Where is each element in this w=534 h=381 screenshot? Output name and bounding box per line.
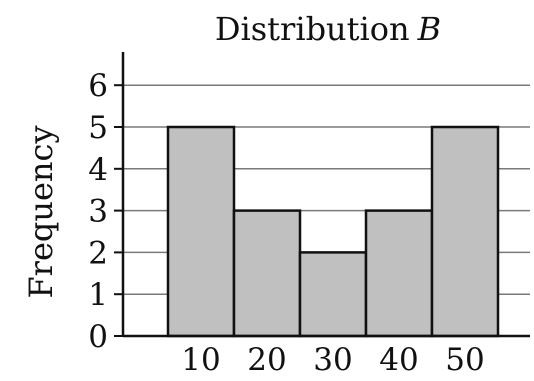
bar	[364, 209, 434, 338]
y-axis-label: Frequency	[22, 125, 60, 298]
bar	[232, 209, 302, 338]
x-tick-label: 20	[247, 342, 286, 378]
y-tick-label: 2	[88, 235, 108, 271]
y-tick-label: 4	[88, 152, 108, 188]
y-tick-label: 0	[88, 319, 108, 355]
y-tick-label: 1	[88, 277, 108, 313]
axes	[114, 52, 530, 338]
y-tick-label: 6	[88, 68, 108, 104]
bar	[298, 251, 368, 338]
y-tick-label: 5	[88, 110, 108, 146]
x-tick-label: 30	[313, 342, 352, 378]
x-tick-label: 50	[445, 342, 484, 378]
bars	[166, 125, 500, 338]
x-tick-label: 40	[379, 342, 418, 378]
chart-title: Distribution B	[215, 10, 441, 48]
x-tick-labels: 10 20 30 40 50	[181, 342, 484, 378]
x-tick-label: 10	[181, 342, 220, 378]
y-tick-label: 3	[88, 194, 108, 230]
y-tick-labels: 0 1 2 3 4 5 6	[88, 68, 108, 355]
bar	[166, 125, 236, 338]
bar	[430, 125, 500, 338]
chart-title-text: Distribution	[215, 10, 410, 48]
chart-title-variable: B	[417, 10, 442, 48]
